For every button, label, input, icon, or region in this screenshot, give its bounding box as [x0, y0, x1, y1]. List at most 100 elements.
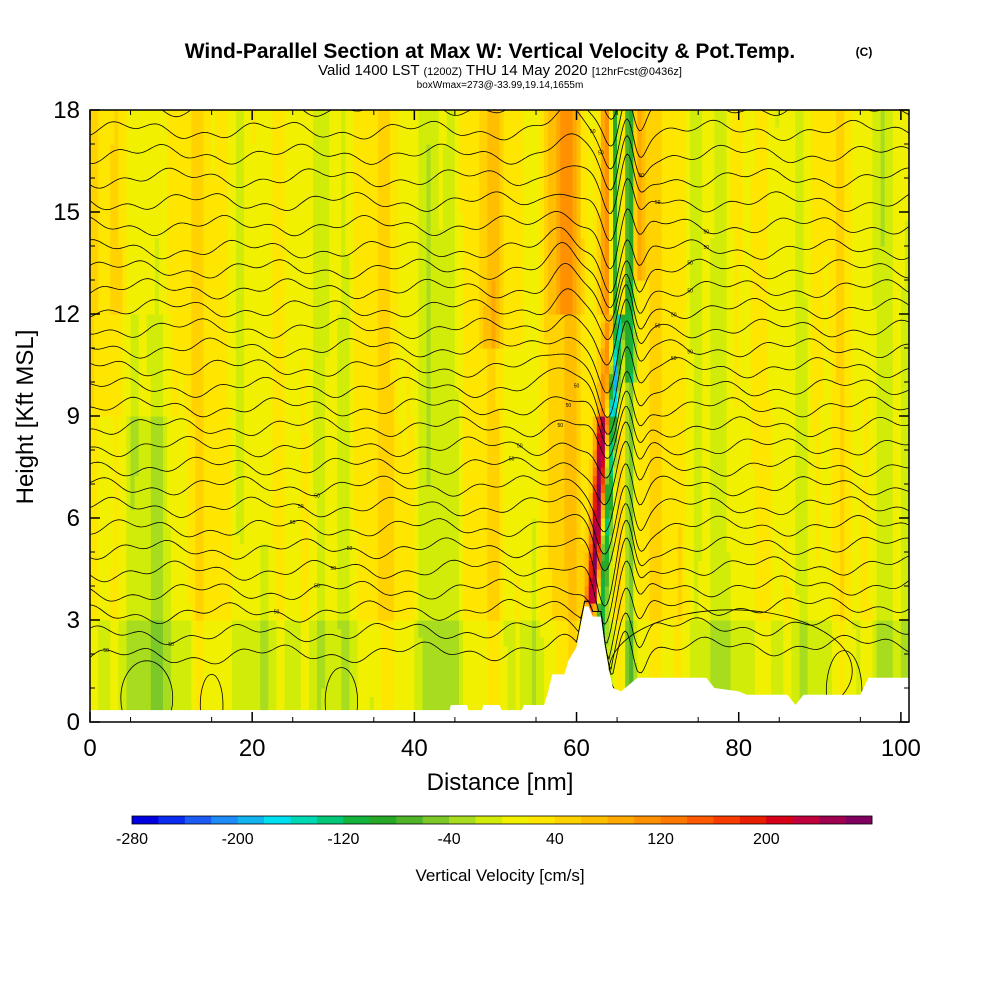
velocity-cell: [819, 399, 825, 621]
velocity-cell: [98, 620, 103, 722]
velocity-cell: [146, 110, 152, 315]
velocity-cell: [608, 620, 614, 722]
velocity-cell: [779, 110, 784, 621]
velocity-cell: [698, 560, 703, 621]
velocity-cell: [118, 416, 124, 621]
velocity-cell: [150, 314, 156, 417]
velocity-cell: [426, 620, 432, 722]
velocity-cell: [613, 365, 618, 392]
colorbar-swatch: [211, 816, 239, 824]
velocity-cell: [811, 433, 817, 621]
velocity-cell: [645, 620, 651, 722]
chart-subtitle: Valid 1400 LST (1200Z) THU 14 May 2020 […: [318, 62, 682, 79]
velocity-cell: [868, 110, 874, 604]
velocity-cell: [726, 110, 732, 553]
theta-contour-label: 50: [290, 520, 296, 526]
velocity-cell: [613, 407, 618, 417]
x-axis-label: Distance [nm]: [427, 769, 574, 796]
velocity-cell: [852, 628, 857, 722]
velocity-cell: [252, 144, 257, 621]
velocity-cell: [491, 620, 497, 722]
velocity-cell: [860, 620, 865, 722]
velocity-cell: [604, 450, 610, 460]
velocity-cell: [621, 399, 626, 621]
velocity-cell: [625, 620, 630, 722]
velocity-cell: [171, 110, 176, 417]
velocity-cell: [564, 569, 570, 621]
velocity-cell: [621, 339, 626, 358]
theta-contour-label: 50: [314, 583, 320, 589]
velocity-cell: [552, 314, 557, 621]
velocity-cell: [698, 620, 703, 722]
velocity-cell: [272, 110, 278, 545]
velocity-cell: [576, 314, 582, 621]
velocity-cell: [211, 620, 217, 722]
velocity-cell: [240, 110, 245, 545]
velocity-cell: [868, 620, 874, 722]
velocity-cell: [750, 620, 756, 722]
velocity-cell: [390, 620, 395, 722]
velocity-cell: [783, 535, 788, 621]
velocity-cell: [596, 110, 602, 213]
velocity-cell: [406, 110, 411, 358]
colorbar-swatch: [132, 816, 159, 824]
velocity-cell: [872, 110, 878, 307]
velocity-cell: [90, 407, 95, 621]
velocity-cell: [134, 314, 140, 417]
velocity-cell: [438, 620, 444, 722]
chart-subsubtitle: boxWmax=273@-33.99,19.14,1655m: [417, 80, 584, 91]
velocity-cell: [856, 110, 861, 621]
x-tick-label: 0: [83, 735, 96, 762]
velocity-cell: [162, 620, 168, 722]
velocity-cell: [600, 416, 606, 451]
velocity-cell: [515, 577, 521, 621]
theta-contour: [90, 177, 909, 241]
velocity-cell: [767, 110, 772, 400]
velocity-cell: [426, 144, 432, 485]
velocity-cell: [499, 110, 505, 349]
velocity-cell: [600, 509, 606, 519]
velocity-cell: [588, 535, 594, 545]
velocity-cell: [702, 110, 707, 621]
velocity-cell: [621, 382, 626, 400]
velocity-cell: [511, 620, 517, 722]
velocity-cell: [625, 322, 630, 383]
velocity-cell: [345, 620, 351, 722]
velocity-cell: [629, 110, 634, 281]
velocity-cell: [264, 543, 269, 621]
velocity-cell: [787, 110, 793, 587]
velocity-cell: [187, 620, 192, 722]
velocity-cell: [244, 620, 249, 722]
velocity-cell: [657, 110, 663, 621]
velocity-cell: [313, 110, 318, 494]
velocity-cell: [235, 620, 241, 722]
velocity-cell: [617, 348, 622, 358]
velocity-cell: [840, 110, 845, 621]
velocity-cell: [556, 314, 561, 621]
velocity-cell: [690, 348, 695, 621]
velocity-cell: [381, 110, 387, 621]
velocity-cell: [613, 356, 618, 366]
velocity-cell: [341, 110, 347, 621]
velocity-cell: [714, 620, 720, 722]
velocity-cell: [248, 110, 253, 621]
velocity-cell: [118, 620, 124, 722]
velocity-cell: [649, 110, 655, 621]
velocity-cell: [596, 424, 602, 434]
velocity-cell: [694, 110, 699, 722]
velocity-cell: [276, 620, 282, 722]
velocity-cell: [584, 552, 590, 570]
velocity-cell: [702, 620, 707, 722]
velocity-cell: [596, 407, 602, 417]
velocity-cell: [126, 110, 132, 417]
velocity-cell: [102, 620, 107, 722]
velocity-cell: [535, 110, 541, 621]
velocity-cell: [892, 110, 898, 621]
theta-contour: [90, 320, 909, 394]
velocity-cell: [665, 620, 671, 722]
velocity-cell: [604, 560, 610, 570]
velocity-cell: [836, 620, 841, 722]
velocity-cell: [548, 569, 553, 621]
velocity-cell: [454, 390, 460, 621]
velocity-cell: [211, 110, 217, 179]
